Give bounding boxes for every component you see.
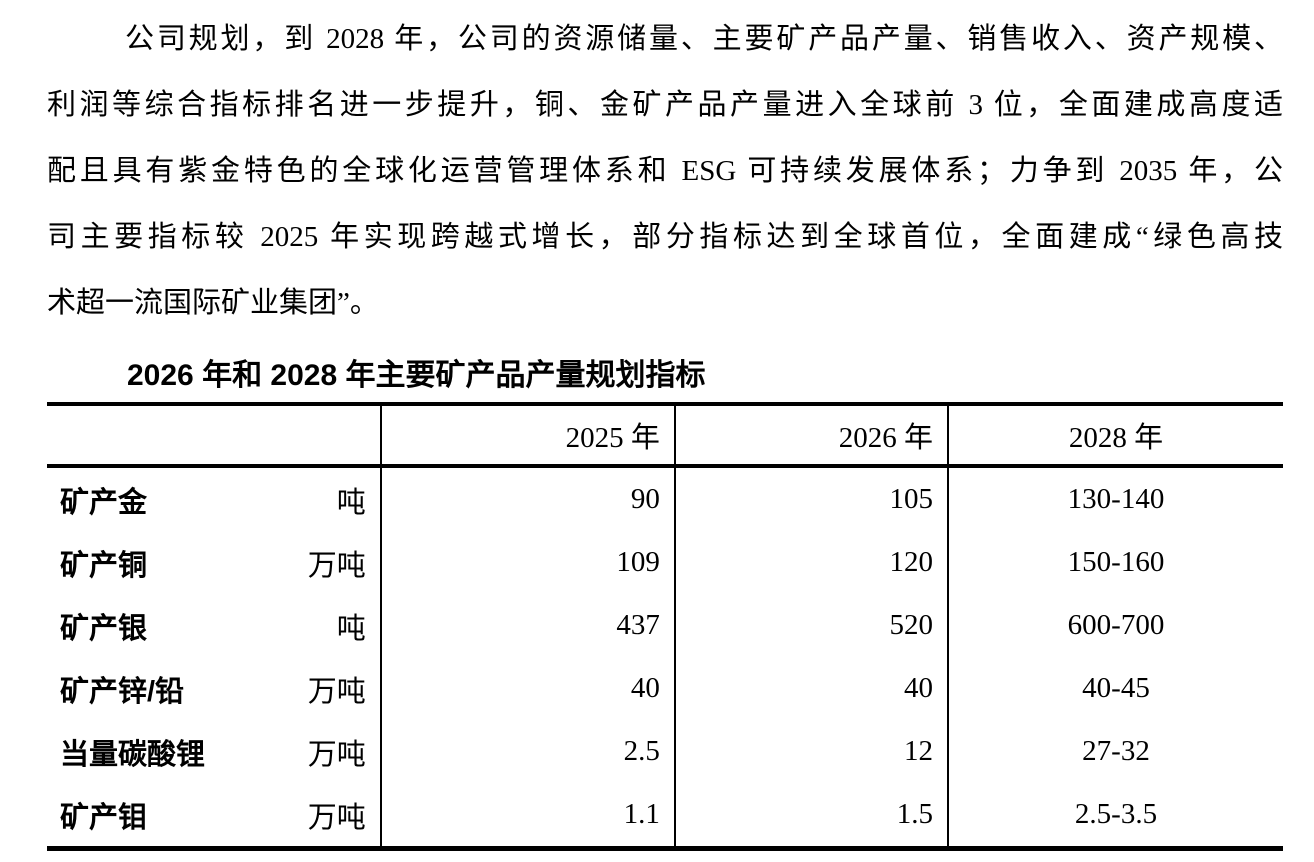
table-row: 矿产铜 万吨 109 120 150-160 [47,531,1283,594]
header-cell-2025: 2025 年 [379,404,675,466]
value-2028: 150-160 [947,531,1283,594]
paragraph-line: 配且具有紫金特色的全球化运营管理体系和 ESG 可持续发展体系；力争到 2035… [47,155,1283,187]
header-cell-2028: 2028 年 [947,404,1283,466]
header-row: 2025 年 2026 年 2028 年 [47,404,1283,466]
row-name-cell: 当量碳酸锂 万吨 [47,720,381,783]
production-plan-table: 2025 年 2026 年 2028 年 矿产金 吨 90 105 130-14… [47,402,1283,851]
row-unit: 万吨 [307,675,366,708]
row-unit: 万吨 [307,801,366,834]
paragraph-line: 利润等综合指标排名进一步提升，铜、金矿产品产量进入全球前 3 位，全面建成高度适 [47,89,1283,121]
paragraph-line: 司主要指标较 2025 年实现跨越式增长，部分指标达到全球首位，全面建成“绿色高… [47,221,1283,253]
value-2026: 12 [673,720,949,783]
table-row: 矿产金 吨 90 105 130-140 [47,466,1283,531]
row-label: 矿产银 [60,612,148,645]
table-row: 矿产锌/铅 万吨 40 40 40-45 [47,657,1283,720]
header-cell-2026: 2026 年 [673,404,949,466]
header-cell-blank [47,404,381,466]
value-2026: 1.5 [673,783,949,849]
value-2026: 40 [673,657,949,720]
value-2028: 600-700 [947,594,1283,657]
row-name-cell: 矿产金 吨 [47,466,381,531]
row-name-cell: 矿产铜 万吨 [47,531,381,594]
table-row: 当量碳酸锂 万吨 2.5 12 27-32 [47,720,1283,783]
value-2026: 105 [673,466,949,531]
row-label: 矿产钼 [60,801,148,834]
paragraph-line: 公司规划，到 2028 年，公司的资源储量、主要矿产品产量、销售收入、资产规模、 [125,23,1283,55]
value-2025: 437 [379,594,675,657]
value-2025: 109 [379,531,675,594]
row-unit: 万吨 [307,549,366,582]
row-label: 矿产锌/铅 [60,675,185,708]
value-2028: 130-140 [947,466,1283,531]
value-2028: 2.5-3.5 [947,783,1283,849]
row-label: 矿产铜 [60,549,148,582]
value-2026: 520 [673,594,949,657]
row-label: 矿产金 [60,486,148,519]
row-name-cell: 矿产锌/铅 万吨 [47,657,381,720]
value-2025: 1.1 [379,783,675,849]
table-row: 矿产银 吨 437 520 600-700 [47,594,1283,657]
row-name-cell: 矿产钼 万吨 [47,783,381,849]
row-unit: 吨 [336,486,366,519]
value-2025: 40 [379,657,675,720]
table-row: 矿产钼 万吨 1.1 1.5 2.5-3.5 [47,783,1283,849]
row-name-cell: 矿产银 吨 [47,594,381,657]
value-2026: 120 [673,531,949,594]
value-2025: 2.5 [379,720,675,783]
value-2028: 40-45 [947,657,1283,720]
paragraph: 公司规划，到 2028 年，公司的资源储量、主要矿产品产量、销售收入、资产规模、… [47,6,1283,336]
value-2025: 90 [379,466,675,531]
row-unit: 万吨 [307,738,366,771]
paragraph-line: 术超一流国际矿业集团”。 [47,287,379,319]
value-2028: 27-32 [947,720,1283,783]
row-label: 当量碳酸锂 [60,738,206,771]
table-title: 2026 年和 2028 年主要矿产品产量规划指标 [127,359,706,392]
row-unit: 吨 [336,612,366,645]
